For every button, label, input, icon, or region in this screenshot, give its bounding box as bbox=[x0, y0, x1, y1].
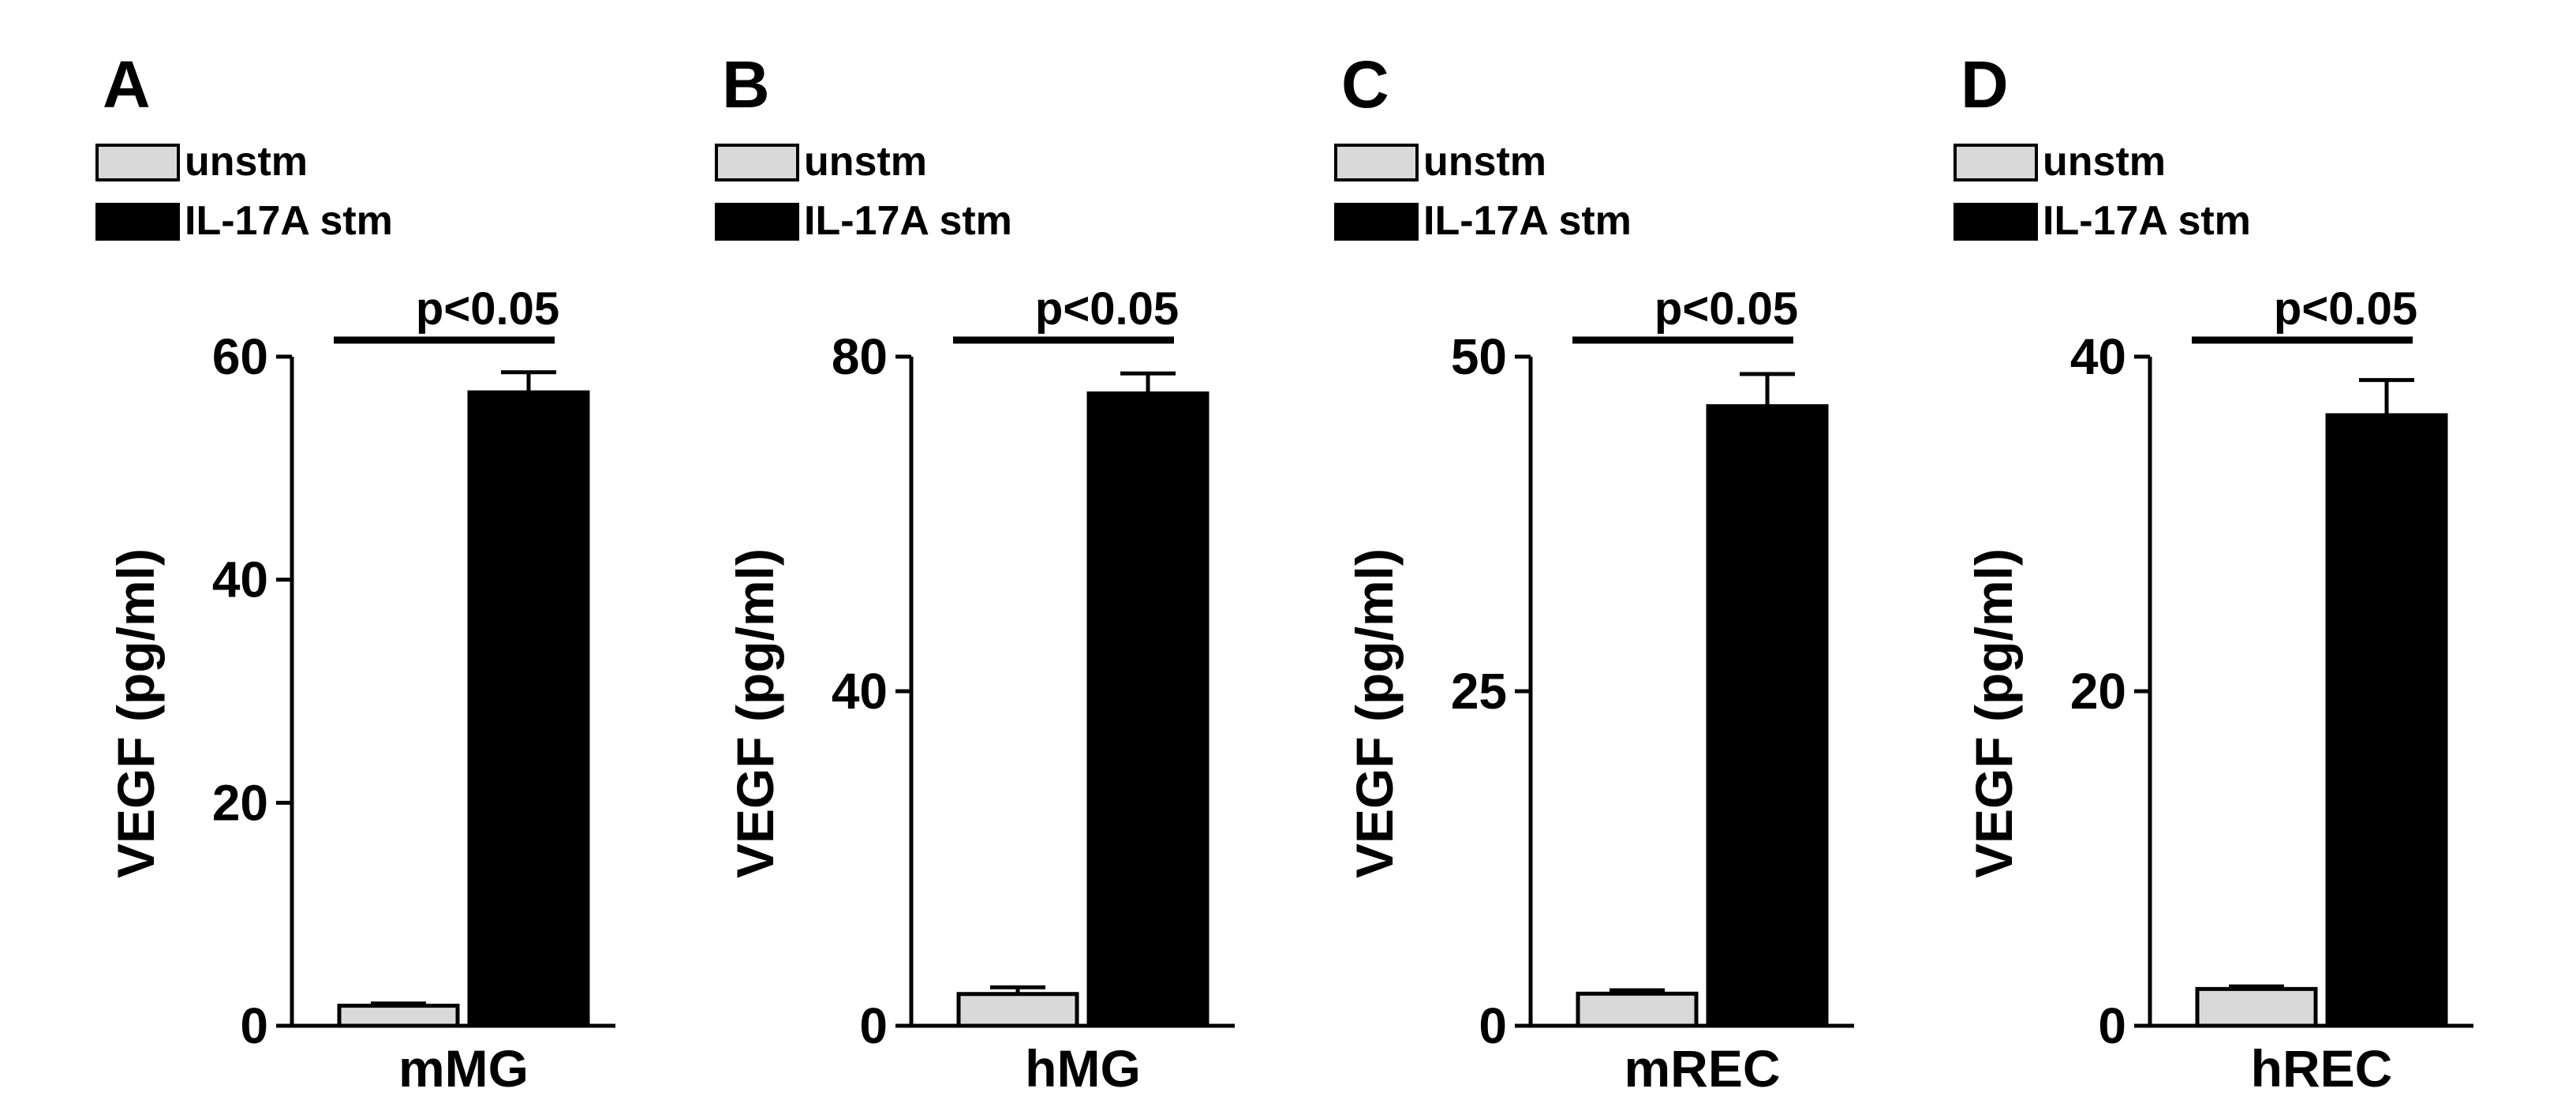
significance-label: p<0.05 bbox=[416, 283, 559, 335]
legend-swatch-il17a-stm bbox=[1953, 203, 2038, 241]
legend-label-il17a-stm: IL-17A stm bbox=[804, 198, 1012, 244]
panel-letter: D bbox=[1961, 47, 2009, 122]
y-tick-label: 40 bbox=[832, 663, 888, 720]
y-tick-label: 0 bbox=[859, 997, 888, 1054]
bar-il17a-stm bbox=[1086, 391, 1209, 1028]
legend-label-il17a-stm: IL-17A stm bbox=[1423, 198, 1632, 244]
panel-letter: B bbox=[722, 47, 770, 122]
legend-label-il17a-stm: IL-17A stm bbox=[2043, 198, 2251, 244]
y-tick-label: 80 bbox=[832, 328, 888, 385]
panel-letter: A bbox=[103, 47, 151, 122]
y-tick-label: 40 bbox=[2070, 328, 2126, 385]
y-axis-label: VEGF (pg/ml) bbox=[726, 548, 784, 878]
legend-label-unstm: unstm bbox=[2043, 139, 2166, 185]
y-axis-label: VEGF (pg/ml) bbox=[1965, 548, 2023, 878]
y-tick-label: 0 bbox=[1479, 997, 1507, 1054]
legend-swatch-unstm bbox=[1953, 144, 2038, 181]
legend-swatch-il17a-stm bbox=[95, 203, 180, 241]
x-category-label: hREC bbox=[2251, 1039, 2393, 1098]
bar-unstm bbox=[337, 1004, 460, 1028]
bar-unstm bbox=[956, 992, 1079, 1028]
legend-swatch-unstm bbox=[1334, 144, 1419, 181]
x-category-label: mMG bbox=[398, 1039, 529, 1098]
legend-swatch-il17a-stm bbox=[715, 203, 799, 241]
significance-label: p<0.05 bbox=[1654, 283, 1798, 335]
legend-swatch-il17a-stm bbox=[1334, 203, 1419, 241]
y-tick-label: 60 bbox=[212, 328, 268, 385]
y-tick-label: 0 bbox=[240, 997, 268, 1054]
y-tick-label: 40 bbox=[212, 552, 268, 608]
legend-swatch-unstm bbox=[715, 144, 799, 181]
y-tick-label: 50 bbox=[1451, 328, 1507, 385]
bar-il17a-stm bbox=[2325, 413, 2448, 1028]
y-tick-label: 20 bbox=[2070, 663, 2126, 720]
y-axis-label: VEGF (pg/ml) bbox=[107, 548, 165, 878]
legend-label-unstm: unstm bbox=[185, 139, 308, 185]
y-tick-label: 20 bbox=[212, 774, 268, 831]
y-tick-label: 0 bbox=[2098, 997, 2126, 1054]
bar-il17a-stm bbox=[1706, 404, 1829, 1028]
bar-unstm bbox=[2195, 986, 2318, 1028]
legend-label-unstm: unstm bbox=[1423, 139, 1546, 185]
legend-label-unstm: unstm bbox=[804, 139, 927, 185]
bar-unstm bbox=[1576, 991, 1699, 1028]
x-category-label: mREC bbox=[1624, 1039, 1780, 1098]
bar-il17a-stm bbox=[467, 390, 590, 1028]
y-tick-label: 25 bbox=[1451, 663, 1507, 720]
legend-label-il17a-stm: IL-17A stm bbox=[185, 198, 393, 244]
significance-label: p<0.05 bbox=[2274, 283, 2417, 335]
significance-label: p<0.05 bbox=[1035, 283, 1179, 335]
x-category-label: hMG bbox=[1025, 1039, 1141, 1098]
panel-letter: C bbox=[1341, 47, 1389, 122]
legend-swatch-unstm bbox=[95, 144, 180, 181]
y-axis-label: VEGF (pg/ml) bbox=[1345, 548, 1404, 878]
